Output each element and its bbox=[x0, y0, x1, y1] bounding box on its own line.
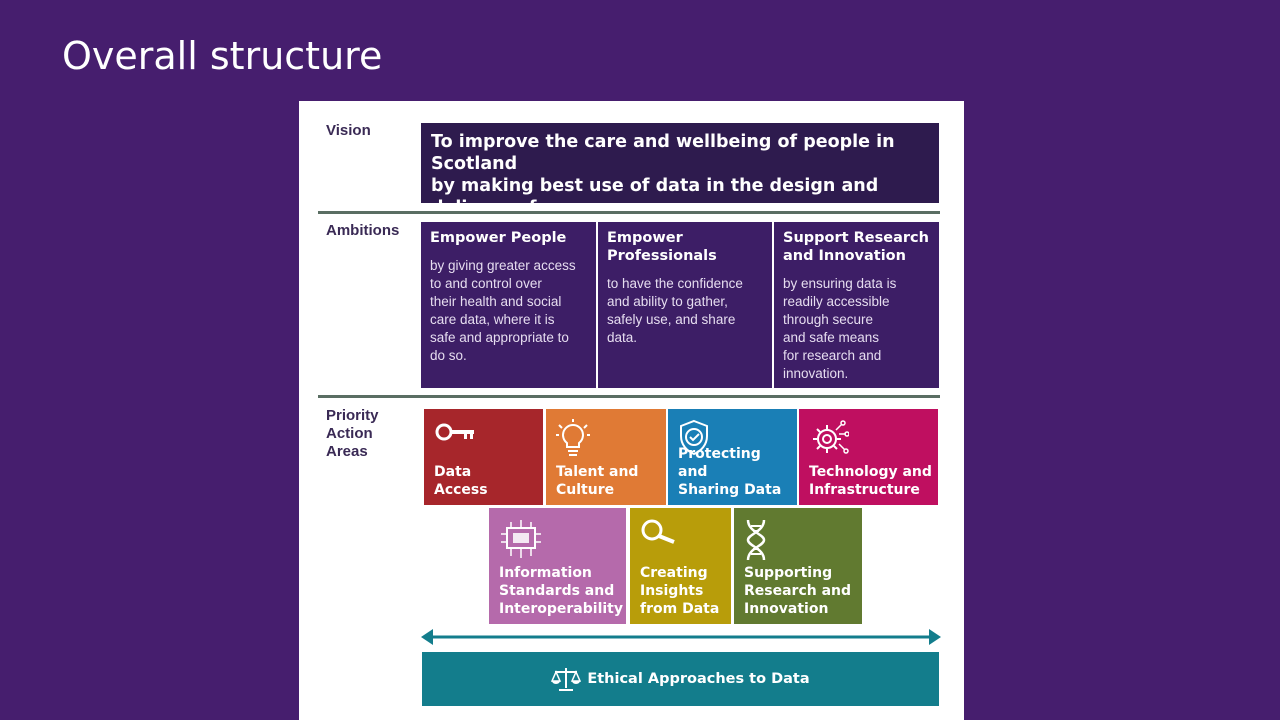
ambition-empower-people: Empower People by giving greater access … bbox=[421, 222, 596, 388]
ambition-heading: Empower People bbox=[430, 230, 567, 246]
ambition-text: by giving greater access to and control … bbox=[430, 258, 576, 363]
ethical-approaches-bar: Ethical Approaches to Data bbox=[422, 652, 939, 706]
priority-label: Priority Action Areas bbox=[326, 407, 379, 460]
area-label: Protecting and Sharing Data bbox=[678, 446, 782, 498]
ambition-text: by ensuring data is readily accessible t… bbox=[783, 276, 897, 381]
divider-vision bbox=[318, 211, 940, 214]
area-creating-insights: Creating Insights from Data bbox=[630, 508, 731, 624]
ambitions-label: Ambitions bbox=[326, 222, 400, 239]
area-label: Information Standards and Interoperabili… bbox=[499, 565, 623, 617]
area-protecting-sharing: Protecting and Sharing Data bbox=[668, 409, 797, 505]
dna-icon bbox=[746, 519, 766, 561]
strategy-diagram: Vision Ambitions Priority Action Areas T… bbox=[299, 101, 964, 720]
area-label: Technology and Infrastructure bbox=[809, 464, 932, 498]
key-icon bbox=[435, 423, 474, 441]
area-label: Creating Insights from Data bbox=[640, 565, 720, 617]
vision-statement: To improve the care and wellbeing of peo… bbox=[421, 123, 939, 240]
divider-ambitions bbox=[318, 395, 940, 398]
double-arrow-icon bbox=[421, 629, 941, 645]
area-supporting-research: Supporting Research and Innovation bbox=[734, 508, 862, 624]
ambition-text: to have the confidence and ability to ga… bbox=[607, 276, 743, 345]
area-label: Data Access bbox=[434, 464, 488, 498]
lightbulb-icon bbox=[556, 419, 590, 456]
chip-icon bbox=[501, 520, 541, 558]
vision-label: Vision bbox=[326, 122, 371, 139]
scales-icon bbox=[551, 668, 582, 691]
ambition-heading: Empower Professionals bbox=[607, 230, 717, 264]
ethical-approaches-label: Ethical Approaches to Data bbox=[587, 671, 810, 687]
area-label: Supporting Research and Innovation bbox=[744, 565, 852, 617]
gear-circuit-icon bbox=[813, 420, 849, 454]
ambition-empower-professionals: Empower Professionals to have the confid… bbox=[598, 222, 772, 388]
area-data-access: Data Access bbox=[424, 409, 543, 505]
area-talent-culture: Talent and Culture bbox=[546, 409, 666, 505]
area-information-standards: Information Standards and Interoperabili… bbox=[489, 508, 626, 624]
area-technology-infrastructure: Technology and Infrastructure bbox=[799, 409, 938, 505]
shield-check-icon bbox=[680, 419, 708, 456]
ambition-support-research: Support Research and Innovation by ensur… bbox=[774, 222, 939, 388]
slide-title: Overall structure bbox=[62, 34, 383, 78]
area-label: Talent and Culture bbox=[556, 464, 639, 498]
ambition-heading: Support Research and Innovation bbox=[783, 230, 929, 264]
magnifier-icon bbox=[641, 519, 675, 544]
